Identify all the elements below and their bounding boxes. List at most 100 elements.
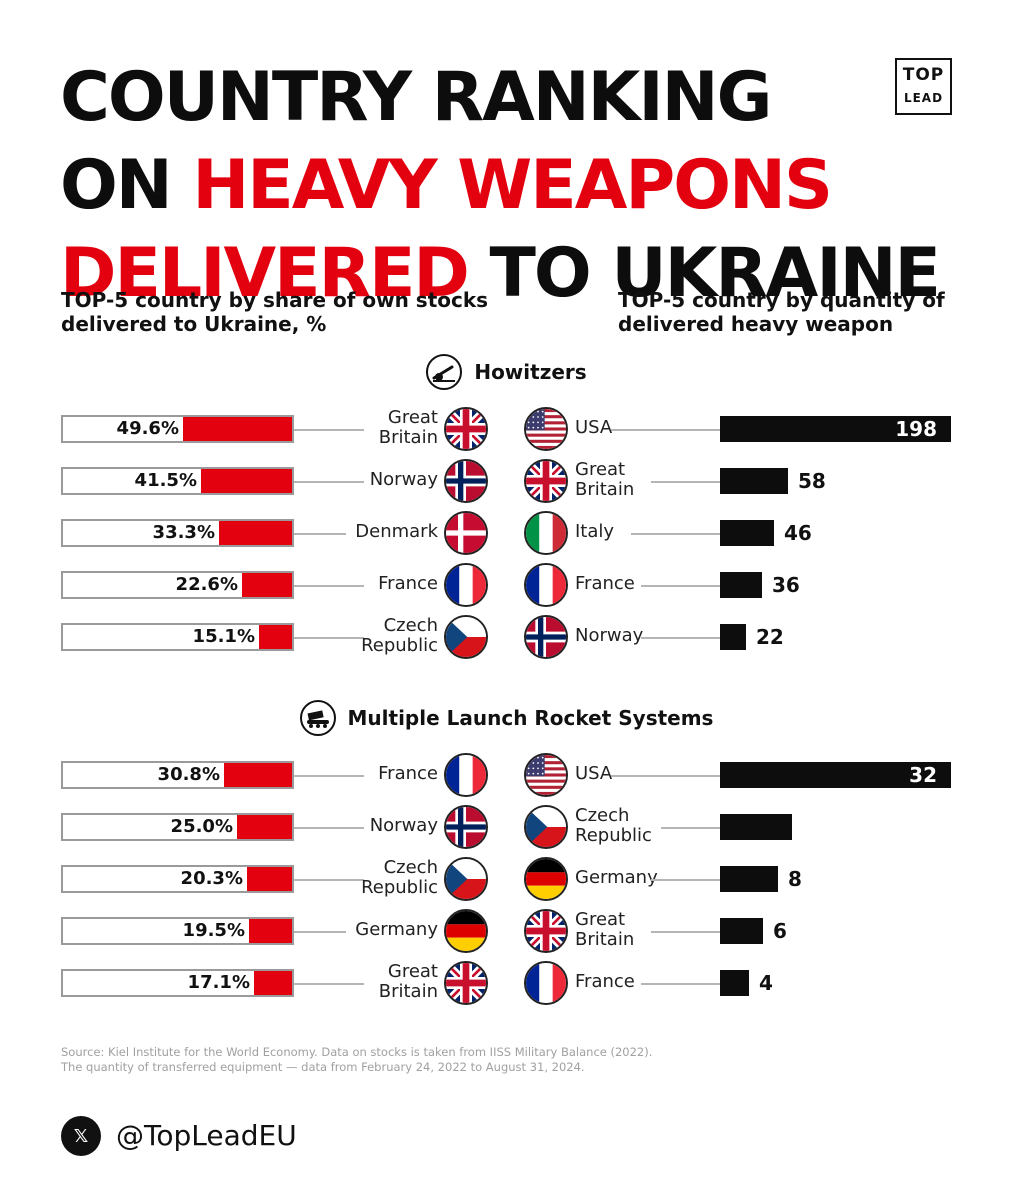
country-name-line: Great [575,909,626,930]
left-bar-value: 17.1% [187,972,250,993]
left-bar: 17.1% [61,969,294,997]
howitzer-icon [426,354,463,390]
left-country-name-france: France [378,574,438,594]
country-name-line: Norway [369,815,438,836]
title-line-2: ON HEAVY WEAPONS [60,142,940,230]
page-title: COUNTRY RANKING ON HEAVY WEAPONS DELIVER… [60,54,941,318]
left-bar-value: 15.1% [192,626,255,647]
flag-uk-icon [444,961,488,1005]
flag-norway-icon [524,615,568,659]
right-country-name-germany: Germany [575,868,658,888]
left-connector-line [294,637,364,639]
left-bar-fill [237,815,292,839]
left-connector-line [294,585,364,587]
flag-czech-icon [524,805,568,849]
country-name-line: Britain [575,929,635,950]
flag-czech-icon [444,857,488,901]
left-country-name-great-britain: Great Britain [379,408,438,448]
right-bar [720,814,792,840]
flag-france-icon [524,961,568,1005]
right-bar [720,416,951,442]
left-country-name-czech-republic: Czech Republic [361,858,438,898]
social-handle[interactable]: @TopLeadEU [116,1119,297,1152]
country-name-line: Czech [383,615,438,636]
right-bar-value: 36 [772,573,800,597]
country-name-line: Republic [361,635,438,656]
right-country-name-france: France [575,574,635,594]
left-country-name-france: France [378,764,438,784]
left-country-name-great-britain: Great Britain [379,962,438,1002]
flag-norway-icon [444,459,488,503]
left-bar: 22.6% [61,571,294,599]
right-bar-value: 46 [784,521,812,545]
country-name-line: Republic [575,825,652,846]
right-country-name-czech-republic: Czech Republic [575,806,652,846]
flag-czech-icon [444,615,488,659]
flag-france-icon [524,563,568,607]
country-name-line: Norway [575,625,644,646]
source-line-2: The quantity of transferred equipment — … [61,1060,585,1074]
country-name-line: Britain [378,427,438,448]
left-bar-value: 33.3% [152,522,215,543]
flag-uk-icon [524,909,568,953]
left-connector-line [294,429,364,431]
country-name-line: Germany [575,867,658,888]
country-name-line: Britain [575,479,635,500]
right-connector-line [611,429,720,431]
right-bar [720,762,951,788]
country-name-line: Great [387,407,438,428]
country-name-line: Italy [575,521,615,542]
right-connector-line [631,533,720,535]
section-title-label: Howitzers [474,360,587,384]
right-bar-value: 32 [909,763,937,787]
left-bar-fill [254,971,292,995]
left-country-name-germany: Germany [355,920,438,940]
country-name-line: Denmark [355,521,438,542]
right-connector-line [641,983,720,985]
left-connector-line [294,983,364,985]
right-bar-value: 8 [788,867,802,891]
left-bar: 30.8% [61,761,294,789]
left-bar: 49.6% [61,415,294,443]
country-name-line: France [575,573,635,594]
left-connector-line [294,827,364,829]
right-bar-value: 198 [895,417,937,441]
right-connector-line [641,637,720,639]
country-name-line: Republic [361,877,438,898]
right-country-name-usa: USA [575,764,612,784]
left-bar-fill [183,417,292,441]
left-bar-value: 49.6% [116,418,179,439]
top-lead-logo: TOP LEAD [895,58,952,115]
right-country-name-usa: USA [575,418,612,438]
flag-uk-icon [524,459,568,503]
right-bar-value: 58 [798,469,826,493]
left-bar: 33.3% [61,519,294,547]
right-country-name-great-britain: Great Britain [575,910,634,950]
right-country-name-norway: Norway [575,626,643,646]
x-logo-icon[interactable]: 𝕏 [61,1116,101,1156]
flag-germany-icon [524,857,568,901]
left-bar-fill [224,763,292,787]
right-bar-value: 4 [759,971,773,995]
left-bar-fill [242,573,292,597]
left-bar: 15.1% [61,623,294,651]
right-bar [720,468,788,494]
left-bar-value: 30.8% [157,764,220,785]
right-bar [720,918,763,944]
right-connector-line [651,481,720,483]
flag-uk-icon [444,407,488,451]
left-connector-line [294,775,364,777]
right-bar [720,624,746,650]
section-title-label: Multiple Launch Rocket Systems [347,706,714,730]
right-country-name-great-britain: Great Britain [575,460,634,500]
title-line-1: COUNTRY RANKING [60,58,772,137]
left-connector-line [294,879,364,881]
logo-top: TOP [902,65,945,85]
title-heavy-weapons: HEAVY WEAPONS [192,146,833,225]
left-bar-fill [259,625,292,649]
right-country-name-france: France [575,972,635,992]
right-connector-line [611,775,720,777]
country-name-line: France [378,763,438,784]
country-name-line: Czech [575,805,630,826]
flag-denmark-icon [444,511,488,555]
